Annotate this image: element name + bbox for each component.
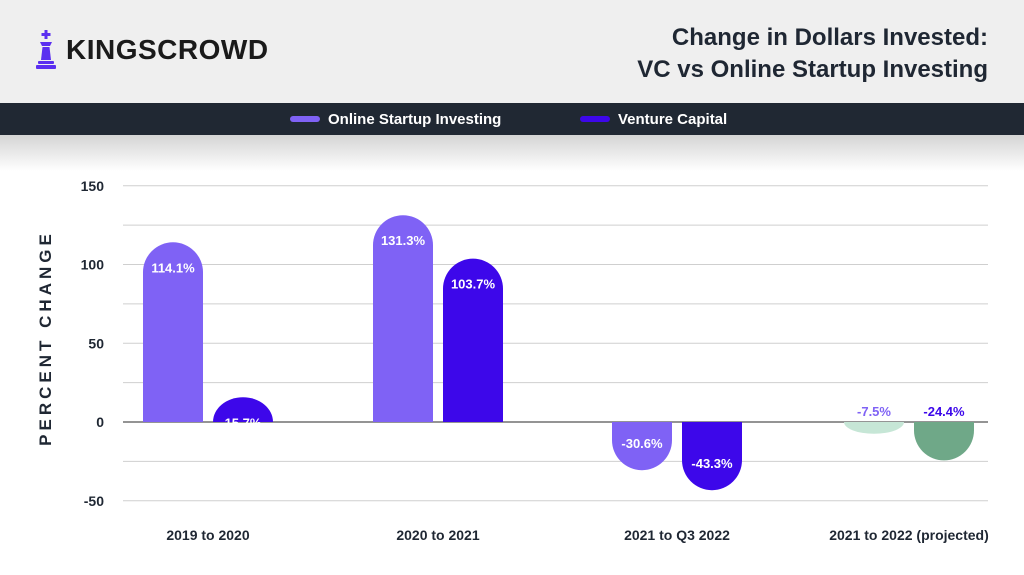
data-label-vc: -43.3%	[691, 456, 733, 471]
legend-item-vc: Venture Capital	[580, 103, 727, 135]
brand-logo: KINGSCROWD	[34, 30, 269, 70]
legend-label-online: Online Startup Investing	[328, 110, 502, 128]
header-shadow	[0, 135, 1024, 171]
chart-title-line-2: VC vs Online Startup Investing	[637, 56, 988, 83]
y-tick-label: 100	[81, 257, 105, 273]
brand-name: KINGSCROWD	[66, 34, 269, 65]
x-category-label: 2020 to 2021	[396, 527, 479, 543]
legend: Online Startup Investing Venture Capital	[0, 103, 1024, 135]
x-category-label: 2021 to 2022 (projected)	[829, 527, 989, 543]
data-label-online: -30.6%	[621, 436, 663, 451]
legend-swatch-vc	[580, 116, 610, 122]
chart-title-line-1: Change in Dollars Invested:	[671, 24, 988, 51]
y-axis-label: PERCENT CHANGE	[36, 230, 55, 446]
data-label-vc: -24.4%	[923, 404, 965, 419]
bar-online	[844, 422, 904, 434]
y-tick-label: -50	[84, 493, 104, 509]
data-label-online: 114.1%	[151, 260, 195, 275]
x-category-label: 2021 to Q3 2022	[624, 527, 730, 543]
y-tick-label: 50	[88, 335, 104, 351]
data-label-vc: 103.7%	[451, 277, 496, 292]
data-label-vc: 15.7%	[225, 415, 262, 430]
chart-title: Change in Dollars Invested: VC vs Online…	[637, 22, 988, 86]
y-tick-label: 0	[96, 414, 104, 430]
data-label-online: -7.5%	[857, 404, 891, 419]
legend-swatch-online	[290, 116, 320, 122]
y-tick-label: 150	[81, 178, 105, 194]
legend-label-vc: Venture Capital	[618, 110, 728, 128]
header: KINGSCROWD Change in Dollars Invested: V…	[0, 0, 1024, 103]
bar-vc	[682, 422, 742, 491]
data-label-online: 131.3%	[381, 233, 426, 248]
bar-online	[143, 242, 203, 422]
bar-vc	[443, 258, 504, 422]
chess-king-icon	[36, 30, 56, 69]
bar-vc	[914, 422, 974, 461]
legend-item-online: Online Startup Investing	[290, 103, 501, 135]
bar-online	[612, 422, 672, 471]
x-category-label: 2019 to 2020	[166, 527, 249, 543]
bar-online	[373, 215, 433, 422]
bar-vc	[213, 397, 273, 422]
